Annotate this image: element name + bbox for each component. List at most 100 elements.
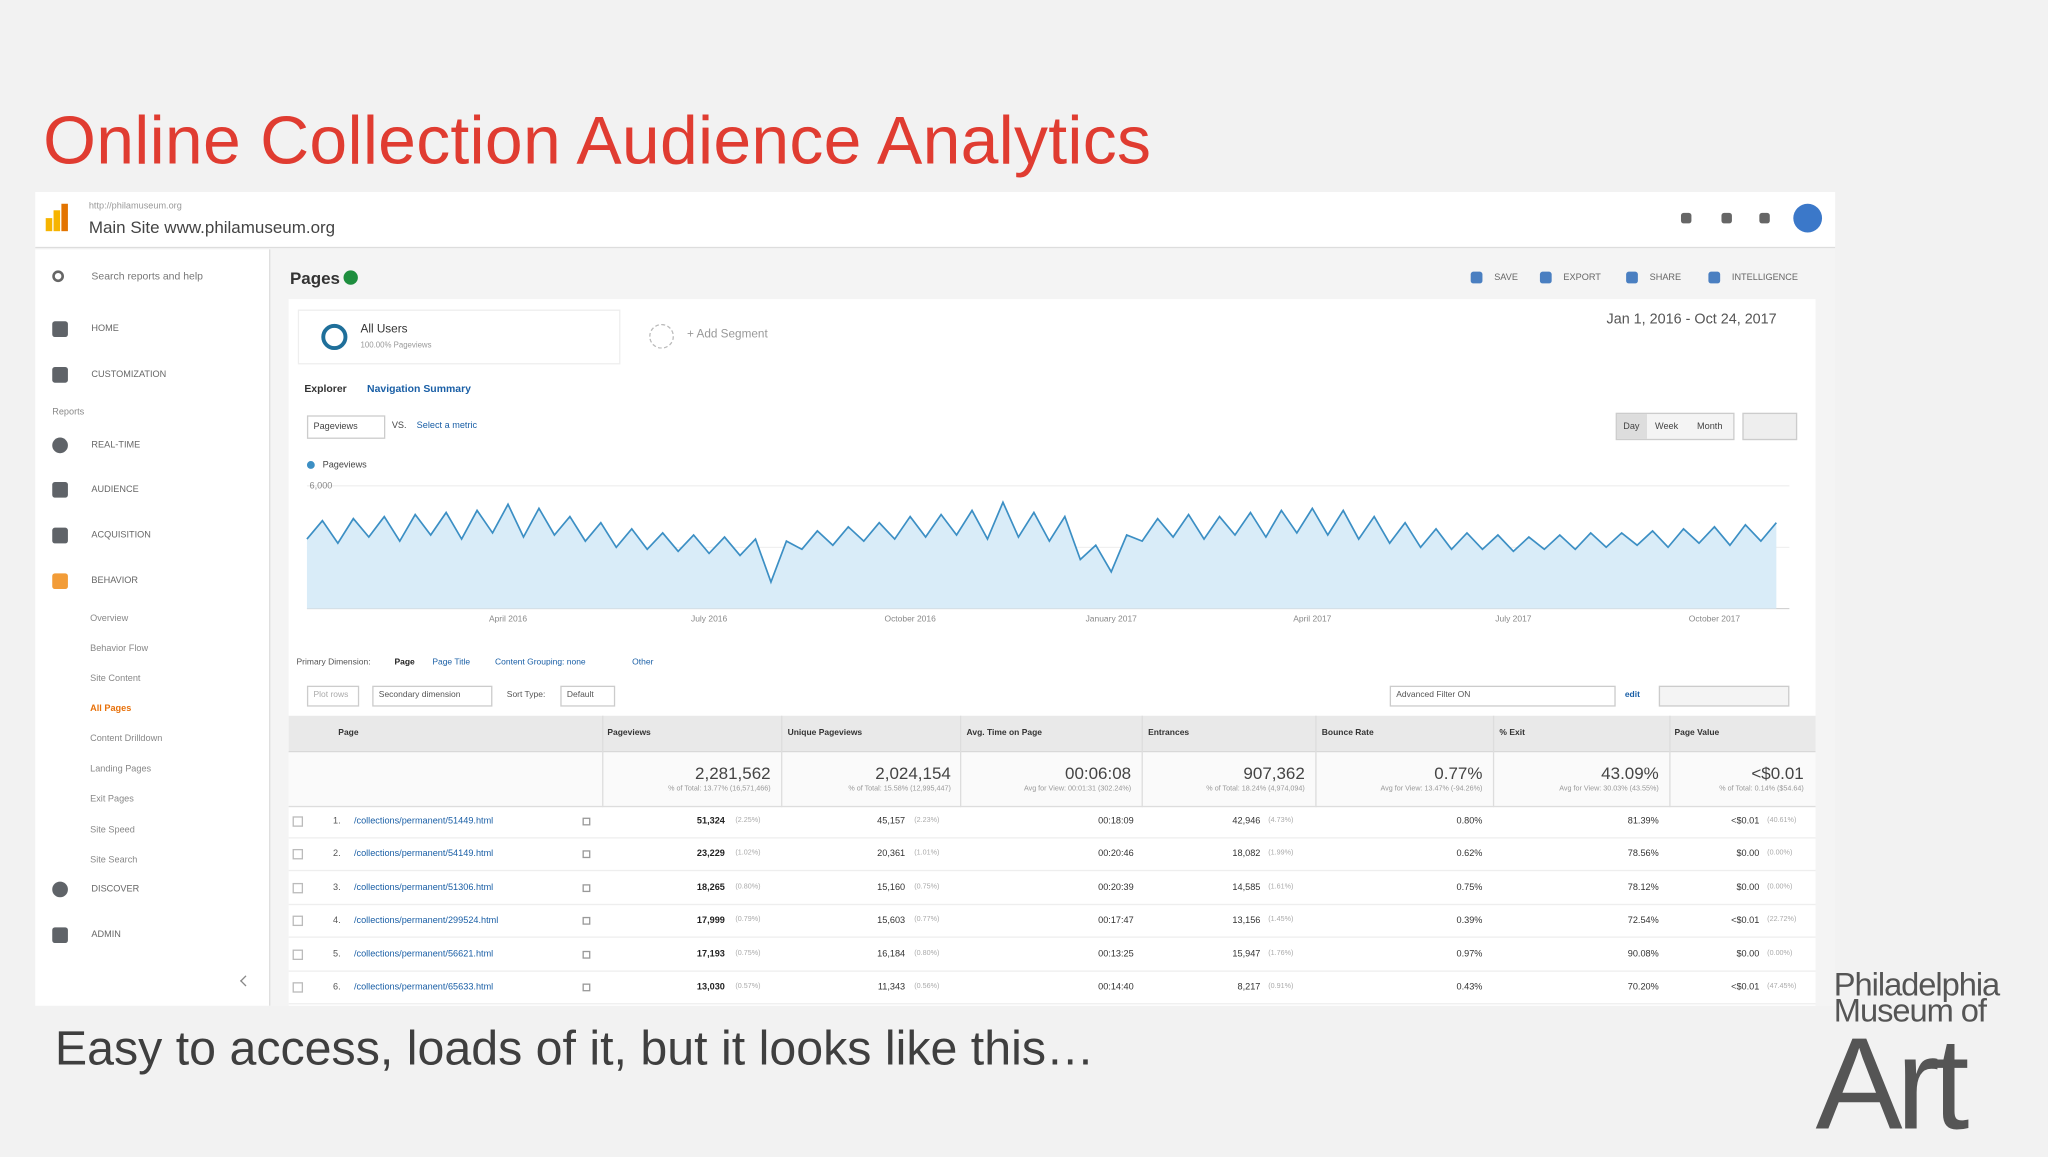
control-button xyxy=(306,685,360,707)
table-cell: 78.12% xyxy=(1627,883,1659,893)
row-checkbox xyxy=(292,882,304,894)
nav-item[interactable]: Reports xyxy=(52,408,85,418)
add-segment[interactable]: + Add Segment xyxy=(687,327,768,341)
granularity-button[interactable]: Week xyxy=(1654,422,1679,432)
compare-metric[interactable]: Select a metric xyxy=(416,421,478,431)
granularity-button[interactable]: Day xyxy=(1623,422,1640,432)
page-link[interactable]: /collections/permanent/51449.html xyxy=(353,816,494,827)
table-cell: <$0.01 xyxy=(1731,816,1760,827)
nav-item[interactable]: Landing Pages xyxy=(90,764,152,774)
action-button[interactable]: EXPORT xyxy=(1563,273,1601,283)
action-button[interactable]: SHARE xyxy=(1649,273,1682,283)
table-control[interactable]: Default xyxy=(566,690,594,700)
metric-dropdown[interactable] xyxy=(306,415,386,439)
nav-item[interactable]: Site Speed xyxy=(90,826,135,836)
dimension-option[interactable]: Content Grouping: none xyxy=(495,657,586,668)
nav-item[interactable]: Overview xyxy=(90,614,129,624)
table-cell: 0.62% xyxy=(1456,849,1483,859)
total-detail: Avg for View: 13.47% (-94.26%) xyxy=(1380,785,1483,794)
page-link[interactable]: /collections/permanent/51306.html xyxy=(353,883,494,893)
x-tick-label: October 2017 xyxy=(1689,613,1741,623)
column-header[interactable]: Bounce Rate xyxy=(1321,728,1374,738)
logo-bar xyxy=(53,210,61,232)
column-header[interactable]: Avg. Time on Page xyxy=(966,728,1043,738)
row-divider xyxy=(288,1003,1816,1005)
page-link[interactable]: /collections/permanent/65633.html xyxy=(353,982,494,992)
column-header[interactable]: Entrances xyxy=(1148,728,1190,738)
tab[interactable]: Explorer xyxy=(304,382,347,395)
segment-card[interactable] xyxy=(297,309,621,365)
column-header[interactable]: Pageviews xyxy=(607,728,651,738)
column-header[interactable]: Unique Pageviews xyxy=(787,728,863,738)
filter-input[interactable] xyxy=(1389,685,1616,707)
nav-item[interactable]: ADMIN xyxy=(91,930,121,940)
link-icon xyxy=(582,916,591,925)
page-link[interactable]: /collections/permanent/54149.html xyxy=(353,849,494,859)
row-checkbox xyxy=(292,816,304,827)
table-cell: 20,361 xyxy=(877,849,906,859)
add-segment-ring[interactable] xyxy=(649,323,674,349)
nav-item[interactable]: Content Drilldown xyxy=(90,734,163,744)
table-control[interactable]: Plot rows xyxy=(313,690,349,700)
line xyxy=(306,500,1777,585)
nav-item[interactable]: Site Content xyxy=(90,674,141,684)
dimension-option: Primary Dimension: xyxy=(296,657,371,668)
action-icon xyxy=(1539,271,1552,284)
vs-label: VS. xyxy=(391,421,407,431)
column-header[interactable]: Page Value xyxy=(1674,728,1720,738)
nav-item[interactable]: DISCOVER xyxy=(91,884,140,895)
nav-item[interactable]: HOME xyxy=(91,324,119,334)
column-divider xyxy=(1315,715,1317,808)
total-value: <$0.01 xyxy=(1751,763,1804,784)
total-value: 2,281,562 xyxy=(695,763,771,784)
granularity-button[interactable]: Month xyxy=(1696,422,1723,432)
table-cell: 0.43% xyxy=(1456,982,1483,992)
search-box[interactable]: Search reports and help xyxy=(91,270,203,283)
table-control[interactable]: Secondary dimension xyxy=(378,690,461,700)
table-cell: 0.97% xyxy=(1456,950,1483,960)
page-link[interactable]: /collections/permanent/56621.html xyxy=(353,950,494,960)
table-cell: 1. xyxy=(333,816,341,827)
dimension-option[interactable]: Page Title xyxy=(432,657,471,668)
nav-item[interactable]: Behavior Flow xyxy=(90,644,149,654)
nav-icon xyxy=(52,367,68,383)
date-range[interactable]: Jan 1, 2016 - Oct 24, 2017 xyxy=(1606,311,1777,328)
column-header[interactable]: Page xyxy=(338,728,359,738)
table-cell: (1.61%) xyxy=(1268,883,1294,892)
action-button[interactable]: SAVE xyxy=(1494,273,1518,283)
dimension-option[interactable]: Other xyxy=(632,657,654,668)
action-button[interactable]: INTELLIGENCE xyxy=(1731,273,1798,283)
tab[interactable]: Navigation Summary xyxy=(367,382,471,395)
table-cell: 00:14:40 xyxy=(1098,982,1134,992)
page-link[interactable]: /collections/permanent/299524.html xyxy=(353,916,499,926)
avatar[interactable] xyxy=(1793,203,1823,233)
nav-item[interactable]: Exit Pages xyxy=(90,794,134,804)
table-cell: 15,603 xyxy=(877,916,906,926)
table-control[interactable]: Advanced Filter ON xyxy=(1396,690,1471,700)
property-name[interactable]: Main Site www.philamuseum.org xyxy=(88,217,336,238)
x-tick-label: January 2017 xyxy=(1086,613,1138,623)
column-header[interactable]: % Exit xyxy=(1499,728,1525,738)
nav-item[interactable]: ACQUISITION xyxy=(91,530,151,541)
nav-item[interactable]: CUSTOMIZATION xyxy=(91,370,167,380)
header-icon xyxy=(1721,212,1732,224)
table-cell: 2. xyxy=(333,849,341,859)
table-cell: (2.23%) xyxy=(914,816,940,825)
table-cell: (4.73%) xyxy=(1268,816,1294,825)
dimension-option[interactable]: Page xyxy=(394,657,415,668)
table-cell: 0.80% xyxy=(1456,816,1483,827)
nav-item[interactable]: REAL-TIME xyxy=(91,440,141,450)
row-divider xyxy=(288,903,1816,906)
nav-item[interactable]: All Pages xyxy=(90,704,132,714)
column-divider xyxy=(1492,715,1495,808)
table-control[interactable]: edit xyxy=(1624,690,1640,700)
segment-detail: 100.00% Pageviews xyxy=(360,342,432,351)
nav-item[interactable]: BEHAVIOR xyxy=(91,576,138,586)
table-cell: $0.00 xyxy=(1736,883,1760,893)
nav-item[interactable]: Site Search xyxy=(90,856,138,866)
table-cell: (0.00%) xyxy=(1767,949,1793,958)
legend-label: Pageviews xyxy=(323,459,368,469)
metric-select[interactable]: Pageviews xyxy=(313,422,358,432)
table-cell: $0.00 xyxy=(1736,950,1760,960)
nav-item[interactable]: AUDIENCE xyxy=(91,485,139,495)
